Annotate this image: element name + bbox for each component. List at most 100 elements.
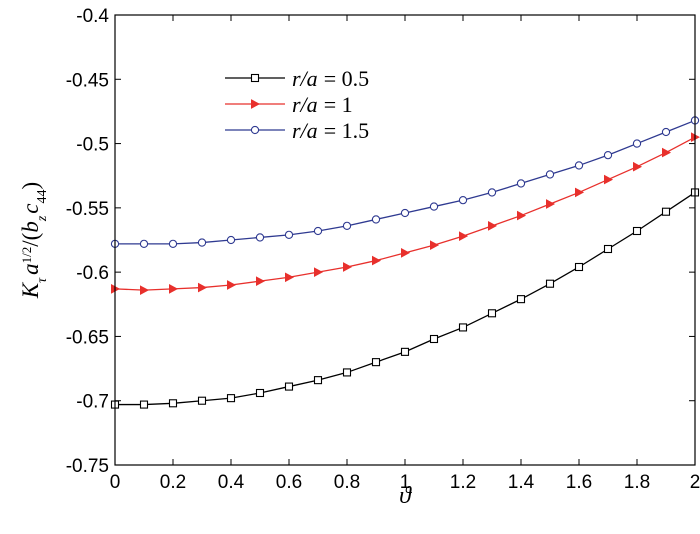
point-0-11 <box>429 334 439 344</box>
y-label-c: c <box>18 203 43 213</box>
legend-marker-1 <box>251 99 261 109</box>
point-2-10 <box>400 208 410 218</box>
x-tick-label-7: 1.4 <box>508 472 535 493</box>
legend-value-2: = 1.5 <box>324 118 369 143</box>
point-1-8 <box>343 262 353 272</box>
x-tick-label-2: 0.4 <box>218 472 245 493</box>
point-0-1 <box>139 400 149 409</box>
point-2-15 <box>545 170 555 179</box>
point-0-9 <box>371 358 381 367</box>
point-2-8 <box>342 221 352 231</box>
point-0-19 <box>661 207 671 216</box>
point-1-13 <box>488 221 498 231</box>
point-0-3 <box>197 396 207 405</box>
point-1-16 <box>575 187 585 198</box>
point-2-6 <box>284 230 294 240</box>
plot-frame <box>114 14 696 466</box>
point-1-17 <box>604 174 614 185</box>
point-2-13 <box>487 188 497 197</box>
x-tick-label-1: 0.2 <box>160 472 186 493</box>
point-0-13 <box>487 309 497 318</box>
point-0-14 <box>516 295 526 304</box>
x-tick-label-0: 0 <box>110 472 121 493</box>
y-tick-label-3: -0.55 <box>66 199 109 220</box>
point-2-7 <box>313 226 323 236</box>
point-1-19 <box>662 147 672 158</box>
y-tick-label-1: -0.45 <box>66 70 109 91</box>
point-0-15 <box>545 279 555 288</box>
y-label-a: a <box>18 263 43 275</box>
point-2-9 <box>371 215 381 224</box>
point-2-16 <box>574 161 584 170</box>
legend-entry-2: r/a = 1.5 <box>225 118 369 143</box>
point-0-4 <box>226 394 236 403</box>
y-tick-label-6: -0.7 <box>76 392 109 413</box>
point-2-5 <box>255 233 265 242</box>
point-0-5 <box>255 388 265 398</box>
y-tick-label-0: -0.4 <box>76 6 109 27</box>
point-2-19 <box>661 127 671 137</box>
series-0 <box>110 188 700 409</box>
legend-label-0: r/a = 0.5 <box>292 66 369 91</box>
point-0-17 <box>603 244 613 254</box>
point-1-2 <box>169 284 179 294</box>
legend-entry-1: r/a = 1 <box>225 92 353 117</box>
y-tick-label-7: -0.75 <box>66 456 109 477</box>
point-0-18 <box>632 226 642 236</box>
point-1-7 <box>314 267 324 277</box>
x-tick-label-3: 0.6 <box>276 472 302 493</box>
y-label-close: ) <box>18 182 43 190</box>
point-0-8 <box>342 368 352 377</box>
point-0-10 <box>400 347 410 356</box>
legend-label-2: r/a = 1.5 <box>292 118 369 143</box>
point-0-16 <box>574 262 584 272</box>
series-1 <box>111 132 700 295</box>
y-label-b: b <box>18 221 43 233</box>
y-tick-label-2: -0.5 <box>76 135 109 156</box>
plot-layer <box>110 116 700 409</box>
x-tick-label-9: 1.8 <box>624 472 650 493</box>
legend-label-1: r/a = 1 <box>292 92 353 117</box>
point-2-11 <box>429 202 439 211</box>
point-0-2 <box>168 399 178 408</box>
point-2-2 <box>168 239 178 249</box>
point-2-12 <box>458 195 468 205</box>
point-2-14 <box>516 179 526 188</box>
legend-value-1: = 1 <box>324 92 353 117</box>
point-0-7 <box>313 376 323 385</box>
point-1-10 <box>401 248 411 258</box>
point-0-12 <box>458 323 468 332</box>
y-label-k-sub: τ <box>35 277 50 283</box>
legend-marker-2 <box>250 125 260 135</box>
point-1-15 <box>546 199 556 209</box>
y-axis-label: Kτa1/2/(bzc44) <box>18 182 50 299</box>
point-2-3 <box>197 238 207 247</box>
point-1-4 <box>227 280 237 290</box>
legend-marker-0 <box>250 73 260 83</box>
point-1-1 <box>140 285 150 295</box>
point-1-14 <box>517 210 527 221</box>
point-1-12 <box>459 231 469 241</box>
y-tick-label-5: -0.65 <box>66 327 109 348</box>
axes-layer: 0 0.2 0.4 0.6 0.8 1 1.2 1.4 1.6 1.8 2 -0.4 -0.45 -0.5… <box>66 6 700 493</box>
x-tick-label-5: 1 <box>400 472 411 493</box>
point-1-11 <box>430 240 440 250</box>
legend-var-0: r/a <box>292 66 318 91</box>
y-label-k: K <box>18 281 43 299</box>
series-line-0 <box>115 191 696 406</box>
legend-var-2: r/a <box>292 118 318 143</box>
point-2-18 <box>632 139 642 148</box>
point-2-4 <box>226 235 236 245</box>
x-tick-label-4: 0.8 <box>334 472 360 493</box>
legend-var-1: r/a <box>292 92 318 117</box>
legend-entry-0: r/a = 0.5 <box>225 66 369 91</box>
point-0-6 <box>284 382 294 391</box>
point-1-3 <box>198 282 208 293</box>
y-label-b-sub: z <box>35 215 50 222</box>
y-label-exponent: 1/2 <box>19 247 34 264</box>
x-tick-label-6: 1.2 <box>450 472 476 493</box>
point-2-1 <box>139 239 149 249</box>
legend: r/a = 0.5 r/a = 1 r/a = 1.5 <box>225 66 369 143</box>
y-tick-label-4: -0.6 <box>76 263 109 284</box>
